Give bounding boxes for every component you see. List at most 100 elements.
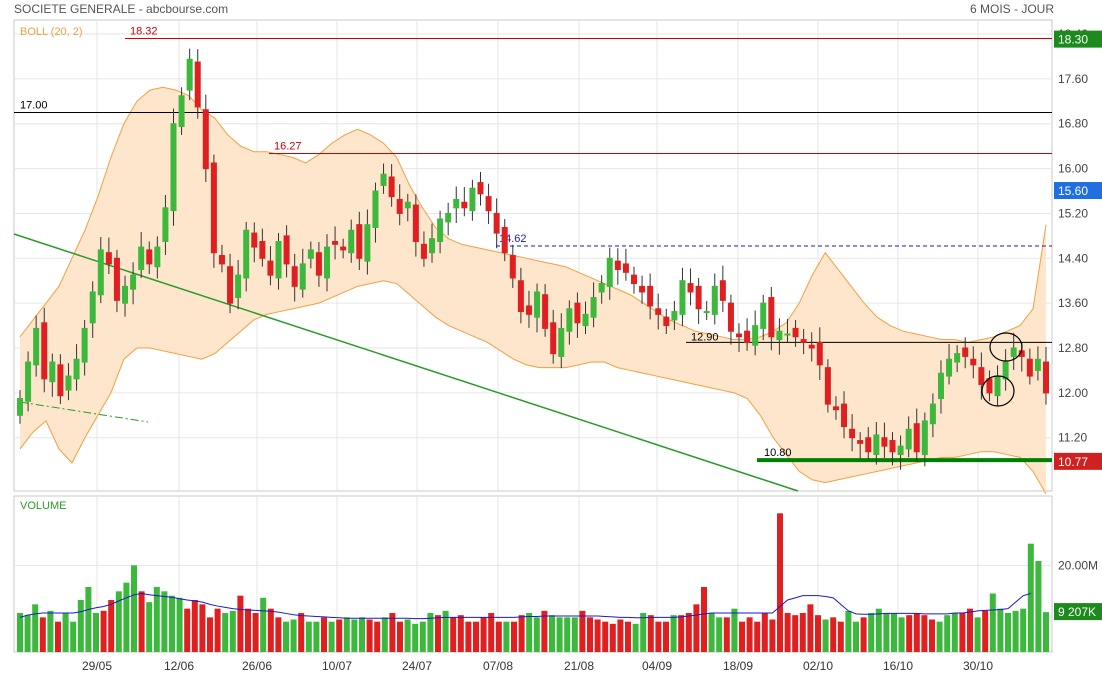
x-tick-label: 24/07	[402, 659, 432, 673]
volume-bar	[533, 617, 540, 652]
resistance-label-1832: 18.32	[130, 26, 158, 38]
candle-body	[218, 255, 225, 265]
candle-body	[202, 109, 209, 170]
candle-body	[509, 255, 516, 279]
x-tick-label: 02/10	[803, 659, 833, 673]
candle-body	[81, 327, 88, 363]
candle-body	[841, 403, 848, 428]
volume-bar	[245, 608, 251, 652]
volume-bar	[640, 613, 647, 652]
volume-bar	[465, 621, 472, 652]
volume-bar	[1035, 561, 1042, 652]
volume-bar	[419, 621, 426, 652]
candle-body	[340, 246, 347, 251]
volume-bar	[480, 617, 487, 652]
volume-bar	[184, 608, 191, 652]
candle-body	[663, 316, 670, 327]
volume-bar	[617, 619, 624, 652]
breakout-circle-lower	[981, 375, 1015, 407]
candle-body	[227, 266, 234, 304]
candle-body	[679, 280, 686, 315]
volume-bar	[625, 621, 631, 652]
volume-bar	[822, 619, 829, 652]
volume-bar	[389, 613, 396, 652]
volume-bar	[252, 613, 259, 652]
volume-bar	[647, 615, 654, 652]
candle-body	[719, 280, 726, 301]
volume-bar	[701, 587, 707, 652]
volume-bar	[1012, 610, 1019, 652]
x-tick-label: 12/06	[164, 659, 194, 673]
candle-body	[461, 201, 468, 209]
volume-bar	[207, 617, 213, 652]
y-tick-label: 17.60	[1058, 72, 1088, 86]
volume-bar	[693, 604, 700, 652]
volume-bar	[336, 619, 343, 652]
volume-bar	[473, 621, 479, 652]
candle-body	[816, 341, 823, 366]
badge-high-price: 18.30	[1058, 33, 1088, 47]
volume-bar	[321, 617, 327, 652]
volume-bar	[93, 613, 99, 652]
candle-body	[194, 61, 201, 108]
volume-bar	[526, 613, 533, 652]
volume-bar	[982, 610, 989, 652]
candle-body	[73, 358, 80, 380]
volume-tick-label: 20.00M	[1058, 558, 1098, 572]
candle-body	[493, 212, 500, 234]
candle-body	[614, 260, 621, 271]
candle-body	[275, 240, 282, 279]
candle-body	[307, 249, 314, 259]
candle-body	[57, 364, 64, 397]
volume-bar	[875, 608, 882, 652]
y-tick-label: 16.80	[1058, 117, 1088, 131]
candle-body	[25, 361, 32, 402]
candle-body	[469, 187, 476, 212]
candle-body	[138, 246, 145, 271]
candle-body	[792, 327, 799, 338]
volume-bar	[17, 613, 23, 652]
volume-bar	[32, 604, 39, 652]
candle-body	[146, 249, 153, 265]
badge-high-price-bg	[1054, 30, 1102, 48]
volume-bar	[746, 617, 753, 652]
volume-bar	[518, 615, 525, 652]
candle-body	[970, 358, 977, 366]
volume-bar	[343, 617, 350, 652]
candle-body	[889, 440, 896, 453]
x-tick-label: 29/05	[82, 659, 112, 673]
candle-body	[881, 437, 888, 447]
y-tick-label: 12.00	[1058, 386, 1088, 400]
volume-bar	[70, 621, 77, 652]
y-tick-label: 11.20	[1058, 431, 1087, 445]
volume-bar	[602, 621, 609, 652]
volume-bar	[131, 565, 137, 652]
volume-bar	[716, 617, 723, 652]
volume-bar	[55, 621, 61, 652]
candle-body	[477, 182, 484, 195]
candle-body	[703, 311, 710, 314]
volume-bar	[670, 615, 677, 652]
volume-bar	[488, 613, 495, 652]
candle-body	[905, 428, 912, 450]
volume-bar	[511, 621, 517, 652]
candle-body	[582, 313, 589, 327]
volume-bar	[115, 591, 122, 652]
volume-bar	[260, 597, 267, 652]
volume-bar	[898, 617, 905, 652]
volume-bar	[275, 617, 282, 652]
volume-bar	[298, 613, 305, 652]
candle-body	[113, 257, 120, 301]
volume-bar	[176, 597, 183, 652]
y-tick-label: 15.20	[1058, 206, 1088, 220]
volume-bar	[609, 623, 616, 652]
candle-body	[897, 445, 904, 456]
candle-body	[404, 201, 411, 209]
volume-bar	[374, 621, 381, 652]
candle-body	[534, 291, 541, 318]
volume-bar	[39, 617, 46, 652]
volume-bar	[123, 582, 130, 652]
badge-volume: 9 207K	[1058, 605, 1096, 619]
price-panel-frame	[13, 19, 1053, 492]
